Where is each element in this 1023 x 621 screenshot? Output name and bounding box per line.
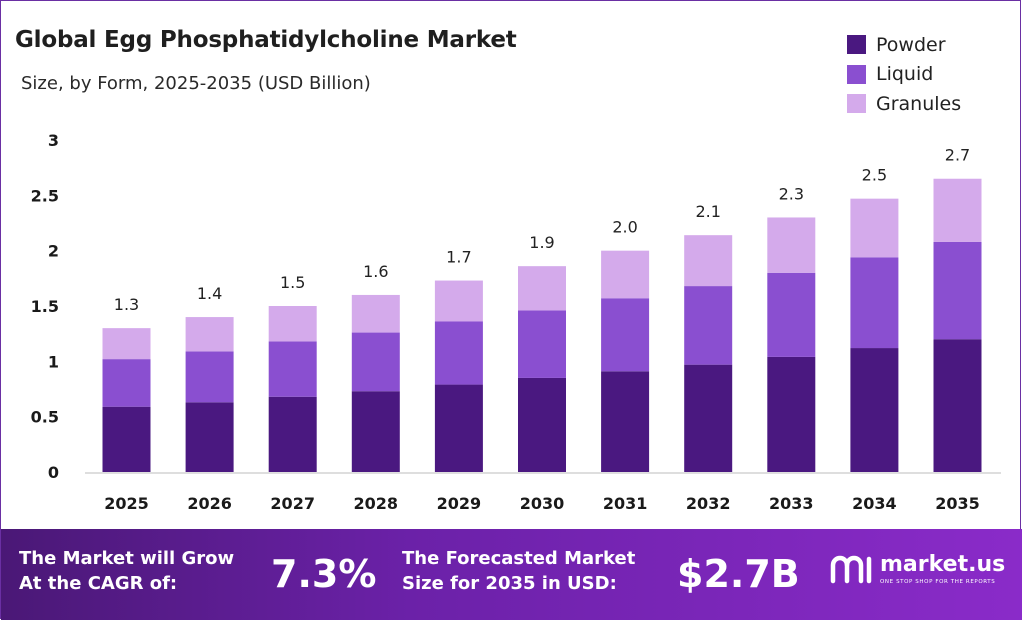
legend-label-granules: Granules [876,92,962,115]
bar-segment-liquid [185,351,234,403]
brand-name: market.us [880,552,1006,577]
x-tick-label: 2029 [437,494,482,513]
legend-item-liquid: Liquid [847,60,961,90]
bar-segment-liquid [767,272,816,357]
bar-segment-powder [850,348,899,472]
legend-swatch-powder [847,35,866,55]
bar-segment-granules [684,235,733,287]
legend-item-granules: Granules [847,89,961,119]
bar-segment-granules [601,250,650,299]
x-tick-label: 2034 [852,494,897,513]
y-tick-label: 2.5 [31,186,59,205]
bar-segment-liquid [434,321,483,385]
x-tick-label: 2030 [520,494,565,513]
x-tick-label: 2027 [270,494,315,513]
bar-total-label: 2.5 [862,166,887,185]
bar-segment-liquid [268,341,317,397]
bar-segment-powder [518,377,566,472]
bar-total-label: 2.0 [612,218,637,237]
bar-segment-liquid [102,359,151,407]
forecast-label-line1: The Forecasted Market [402,548,636,569]
forecast-label-line2: Size for 2035 in USD: [402,573,617,594]
bar-segment-powder [102,406,151,472]
cagr-label: The Market will Grow At the CAGR of: [19,546,269,596]
y-tick-label: 2 [48,242,59,261]
y-tick-label: 0.5 [31,408,59,427]
chart-title: Global Egg Phosphatidylcholine Market [15,27,517,53]
bar-segment-liquid [850,257,899,349]
forecast-value: $2.7B [677,552,800,596]
bar-segment-powder [351,391,400,472]
bar-segment-liquid [684,286,733,365]
bar-segment-liquid [351,332,400,392]
bar-total-label: 1.5 [280,273,305,292]
brand-tagline: ONE STOP SHOP FOR THE REPORTS [880,579,996,585]
bar-segment-granules [102,328,151,360]
stacked-bar-chart: 0 0.5 1 1.5 2 2.5 3 1.3 2025 1.4 2026 1.5 2027 1.6 202… [31,131,1001,513]
bar-segment-powder [185,402,234,472]
bar-segment-powder [933,339,982,472]
bar-total-label: 1.4 [197,284,222,303]
bar-segment-powder [767,356,816,472]
x-tick-label: 2031 [603,494,648,513]
bar-total-label: 1.6 [363,262,388,281]
bar-segment-granules [351,294,400,333]
legend: Powder Liquid Granules [847,30,961,119]
bar-total-label: 2.3 [779,184,804,203]
bar-segment-granules [268,306,317,342]
y-tick-label: 1 [48,352,59,371]
bar-total-label: 1.7 [446,248,471,267]
bar-segment-granules [850,198,899,258]
bar-segment-liquid [933,241,982,340]
x-tick-label: 2032 [686,494,731,513]
bar-segment-powder [268,396,317,472]
bar-segment-granules [767,217,816,273]
y-tick-label: 3 [48,131,59,150]
bar-segment-liquid [601,298,650,372]
bar-segment-granules [518,266,566,311]
x-tick-label: 2026 [187,494,232,513]
bar-total-label: 2.1 [695,202,720,221]
bar-segment-powder [601,371,650,472]
bar-total-label: 2.7 [945,146,970,165]
cagr-value: 7.3% [271,552,377,596]
bar-segment-granules [185,317,234,352]
bar-segment-powder [434,384,483,472]
bar-total-label: 1.3 [114,295,139,314]
bar-segment-liquid [518,310,566,378]
bar-segment-granules [933,178,982,242]
x-tick-label: 2025 [104,494,149,513]
bar-total-label: 1.9 [529,233,554,252]
x-tick-label: 2033 [769,494,814,513]
y-tick-label: 1.5 [31,297,59,316]
chart-subtitle: Size, by Form, 2025-2035 (USD Billion) [21,73,371,94]
legend-swatch-liquid [847,64,866,84]
y-tick-label: 0 [48,463,59,482]
x-tick-label: 2035 [935,494,980,513]
legend-swatch-granules [847,94,866,114]
legend-label-liquid: Liquid [876,63,934,86]
market-us-logo-icon [830,555,872,584]
x-tick-label: 2028 [354,494,399,513]
brand-logo: market.us ONE STOP SHOP FOR THE REPORTS [830,553,1005,585]
footer-banner: The Market will Grow At the CAGR of: 7.3… [1,529,1022,620]
legend-item-powder: Powder [847,30,961,60]
cagr-label-line1: The Market will Grow [19,548,235,569]
cagr-label-line2: At the CAGR of: [19,573,178,594]
forecast-label: The Forecasted Market Size for 2035 in U… [402,546,672,596]
legend-label-powder: Powder [876,33,946,56]
bar-segment-powder [684,364,733,472]
bar-segment-granules [434,280,483,322]
